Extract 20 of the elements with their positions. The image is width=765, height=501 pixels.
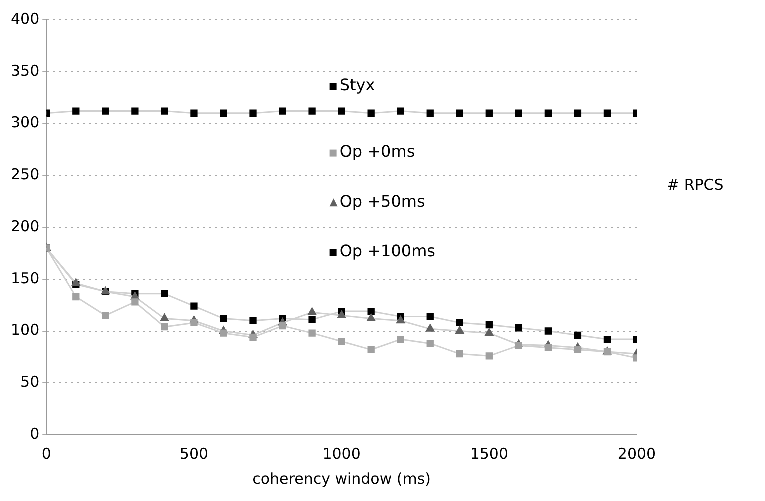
y-tick-label: 250: [10, 166, 40, 184]
x-tick-label: 1500: [470, 444, 508, 463]
y-tick-label: 0: [30, 424, 40, 443]
x-tick-label: 2000: [618, 444, 656, 463]
y-tick-label: 300: [10, 114, 40, 132]
y-axis-title: # RPCS: [667, 176, 724, 194]
legend-label: Op +100ms: [340, 242, 436, 261]
legend-label: Styx: [340, 76, 376, 95]
x-tick-label: 500: [180, 444, 209, 463]
y-tick-label: 350: [10, 62, 40, 80]
y-tick-label: 50: [20, 373, 40, 392]
legend-label: Op +0ms: [340, 142, 416, 161]
x-tick-label: 0: [42, 444, 52, 463]
y-tick-label: 200: [10, 217, 40, 236]
y-tick-label: 100: [10, 321, 40, 340]
x-axis-title: coherency window (ms): [252, 470, 432, 488]
x-tick-label: 1000: [322, 444, 361, 463]
y-tick-label: 400: [10, 10, 40, 28]
y-tick-label: 150: [10, 269, 40, 288]
legend-label: Op +50ms: [340, 192, 426, 211]
